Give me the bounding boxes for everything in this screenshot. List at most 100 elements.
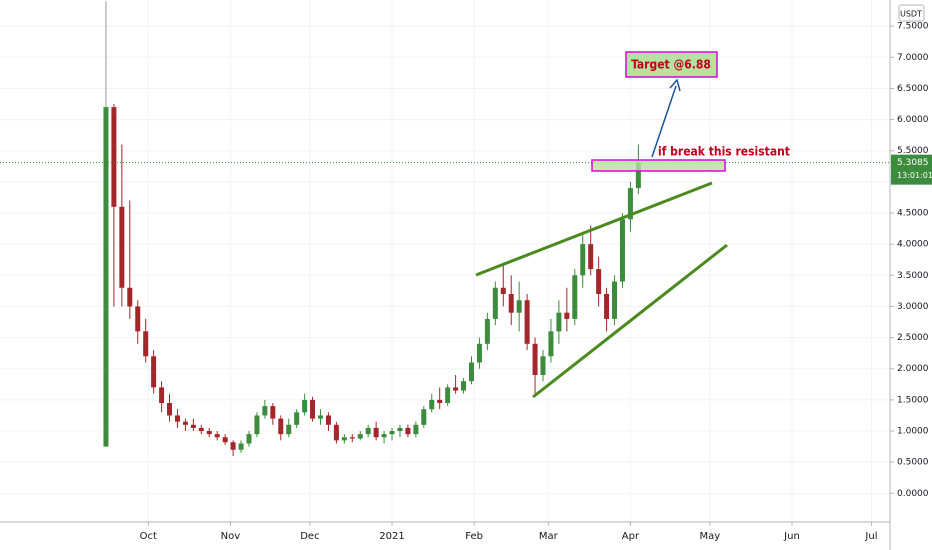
candle-body <box>476 343 482 363</box>
y-tick-label: 1.0000 <box>897 427 929 437</box>
price-tag: 5.3085 13:01:01 <box>891 154 932 185</box>
candle-body <box>270 406 276 419</box>
candle-body <box>365 427 371 435</box>
candle-body <box>405 427 411 435</box>
resistance-label: if break this resistant <box>658 145 790 159</box>
x-tick-label: Nov <box>221 531 241 542</box>
candle-body <box>580 244 586 276</box>
resistance-box <box>591 159 726 172</box>
y-tick-label: 4.0000 <box>897 240 929 250</box>
candle-body <box>619 219 625 282</box>
candle-body <box>635 162 641 189</box>
candle-body <box>508 293 514 313</box>
candle-body <box>230 442 236 450</box>
candle-body <box>421 409 427 425</box>
candle-body <box>325 415 331 425</box>
candle-body <box>254 415 260 435</box>
price-tag-box <box>891 154 932 185</box>
target-box <box>625 51 718 78</box>
axis: 0.0000 0.5000 1.0000 1.5000 2.0000 2.5000 3.00… <box>140 22 929 542</box>
candle-body <box>429 399 435 410</box>
candle-body <box>318 415 324 419</box>
candle-body <box>174 415 180 422</box>
y-tick-label: 2.5000 <box>897 333 929 343</box>
x-tick-label: May <box>700 531 721 542</box>
candle-body <box>302 399 308 413</box>
x-tick-label: Dec <box>300 531 319 542</box>
candle-body <box>445 387 451 403</box>
candle-body <box>389 431 395 435</box>
candle-body <box>564 312 570 319</box>
upper-trendline <box>475 181 713 277</box>
candle-body <box>135 306 141 332</box>
candle-body <box>190 424 196 428</box>
candle-body <box>572 275 578 319</box>
candle-body <box>492 287 498 319</box>
candle-body <box>198 427 204 432</box>
candle-body <box>167 402 173 416</box>
candle-body <box>214 434 220 438</box>
candle-body <box>333 424 339 441</box>
y-tick-label: 1.5000 <box>897 395 929 405</box>
candle-body <box>151 356 157 388</box>
candle-body <box>119 206 125 288</box>
x-tick-label: Feb <box>465 531 483 542</box>
y-tick-label: 3.5000 <box>897 271 929 281</box>
candle-body <box>524 300 530 344</box>
candle-body <box>349 437 355 439</box>
candle-body <box>540 356 546 375</box>
arrow-head <box>669 78 681 92</box>
last-price: 5.3085 <box>897 158 929 168</box>
candle-body <box>310 399 316 419</box>
y-tick-label: 0.5000 <box>897 458 929 468</box>
candle-body <box>627 188 633 220</box>
candle-body <box>604 293 610 319</box>
candle-body <box>373 427 379 438</box>
candle-body <box>516 300 522 313</box>
candle-body <box>206 431 212 435</box>
x-tick-label: Jun <box>783 531 800 542</box>
candle-body <box>159 387 165 403</box>
candle-body <box>397 427 403 432</box>
candle-body <box>548 331 554 357</box>
y-tick-label: 6.5000 <box>897 84 929 94</box>
x-tick-label: 2021 <box>379 531 404 542</box>
y-tick-label: 7.5000 <box>897 22 929 32</box>
candle-body <box>246 434 252 444</box>
arrow-line <box>651 85 677 158</box>
candle-body <box>262 406 268 416</box>
x-tick-label: Mar <box>539 531 559 542</box>
candle-body <box>596 269 602 294</box>
candle-body <box>222 437 228 443</box>
candle-body <box>127 287 133 307</box>
candle-body <box>588 244 594 270</box>
candle-body <box>468 362 474 382</box>
x-tick-label: Oct <box>140 531 157 542</box>
lower-trendline <box>532 243 728 399</box>
candle-body <box>278 418 284 435</box>
candle-body <box>453 387 459 391</box>
candle-body <box>612 281 618 319</box>
candle-body <box>556 312 562 332</box>
y-tick-label: 3.0000 <box>897 302 929 312</box>
candle-body <box>103 107 109 447</box>
candle-body <box>143 331 149 357</box>
countdown: 13:01:01 <box>897 171 932 180</box>
candle-body <box>484 318 490 344</box>
candle-body <box>461 381 467 391</box>
candles <box>0 1 890 456</box>
target-label: Target @6.88 <box>631 58 711 72</box>
candle-body <box>111 107 117 207</box>
x-tick-label: Jul <box>864 531 877 542</box>
candle-body <box>381 434 387 438</box>
candle-body <box>238 443 244 450</box>
candle-body <box>286 424 292 435</box>
y-tick-label: 5.5000 <box>897 146 929 156</box>
candle-body <box>532 343 538 375</box>
currency: USDT <box>900 10 922 19</box>
currency-box <box>898 4 925 22</box>
candle-body <box>413 424 419 435</box>
candle-body <box>357 434 363 439</box>
x-tick-label: Apr <box>622 531 640 542</box>
